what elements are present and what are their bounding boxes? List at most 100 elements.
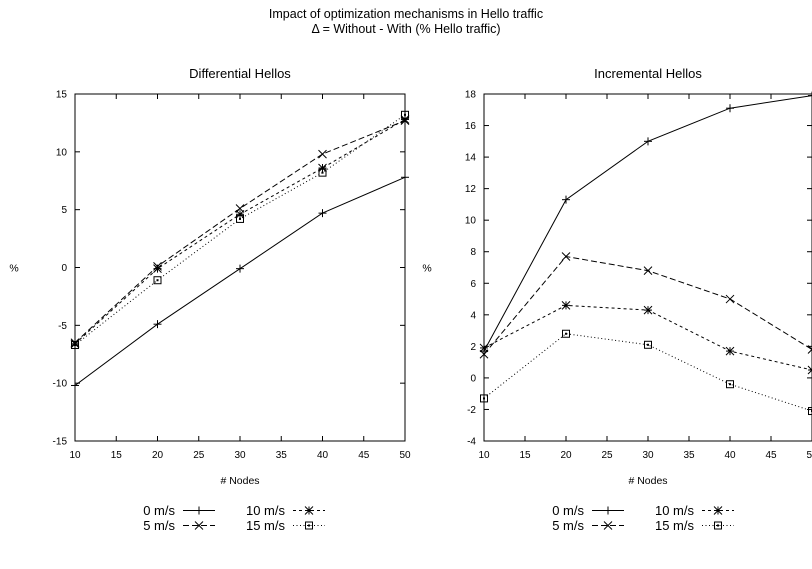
legend-marker xyxy=(195,506,203,515)
x-tick-label: 15 xyxy=(111,450,123,461)
x-tick-label: 45 xyxy=(358,450,370,461)
legend-label: 5 m/s xyxy=(552,518,584,533)
series-line-2 xyxy=(483,304,812,371)
data-point xyxy=(725,294,735,304)
legend-marker xyxy=(603,521,613,530)
legend-label: 10 m/s xyxy=(246,503,286,518)
data-point xyxy=(725,346,735,356)
data-point xyxy=(318,209,327,218)
legend-label: 0 m/s xyxy=(552,503,584,518)
x-tick-label: 35 xyxy=(683,450,695,461)
y-tick-label: 10 xyxy=(465,216,477,227)
data-point xyxy=(808,91,812,100)
x-axis-label: # Nodes xyxy=(628,475,667,487)
data-point xyxy=(235,209,245,219)
data-point xyxy=(561,301,571,310)
data-point xyxy=(480,394,488,403)
legend-label: 10 m/s xyxy=(655,503,695,518)
data-point xyxy=(561,252,571,261)
legend-marker xyxy=(304,506,314,515)
data-point xyxy=(644,340,652,349)
data-point xyxy=(401,110,409,119)
y-axis-label: % xyxy=(9,263,18,275)
series-line-2 xyxy=(74,118,406,345)
y-tick-label: 4 xyxy=(470,310,476,321)
data-point xyxy=(643,266,653,276)
data-point xyxy=(71,340,79,349)
y-tick-label: 0 xyxy=(61,263,67,274)
chart-title: Incremental Hellos xyxy=(594,66,702,81)
y-tick-label: 10 xyxy=(56,147,68,158)
y-tick-label: -15 xyxy=(53,437,68,448)
chart-incremental-hellos: Incremental Hellos101520253035404550-4-2… xyxy=(422,66,812,533)
data-point xyxy=(153,320,162,329)
data-point xyxy=(562,195,570,204)
x-tick-label: 40 xyxy=(724,450,736,461)
legend-label: 15 m/s xyxy=(655,518,695,533)
y-tick-label: -2 xyxy=(467,405,476,416)
legend-marker xyxy=(604,506,612,515)
data-point xyxy=(807,345,812,354)
data-point xyxy=(726,104,734,113)
data-point xyxy=(318,163,327,173)
data-point xyxy=(479,343,489,353)
x-tick-label: 25 xyxy=(193,450,205,461)
x-tick-label: 25 xyxy=(601,450,613,461)
legend-marker xyxy=(305,521,313,530)
x-tick-label: 10 xyxy=(69,450,81,461)
data-point xyxy=(807,365,812,375)
chart-title: Differential Hellos xyxy=(189,66,291,81)
legend-marker xyxy=(714,521,722,530)
legend-marker xyxy=(713,506,723,515)
y-tick-label: -4 xyxy=(467,437,476,448)
data-point xyxy=(318,168,327,177)
x-tick-label: 30 xyxy=(234,450,246,461)
data-point xyxy=(71,381,79,390)
data-point xyxy=(644,137,652,146)
data-point xyxy=(479,349,489,359)
y-tick-label: 5 xyxy=(61,205,67,216)
x-tick-label: 40 xyxy=(317,450,329,461)
legend: 0 m/s5 m/s 10 m/s15 m/s xyxy=(552,503,734,533)
y-tick-label: -10 xyxy=(53,379,68,390)
data-point xyxy=(643,305,653,315)
x-tick-label: 50 xyxy=(399,450,411,461)
series-line-1 xyxy=(74,120,406,344)
legend: 0 m/s5 m/s 10 m/s15 m/s xyxy=(143,503,325,533)
x-tick-label: 20 xyxy=(560,450,572,461)
x-axis-label: # Nodes xyxy=(220,475,259,487)
x-tick-label: 20 xyxy=(152,450,164,461)
y-tick-label: 16 xyxy=(465,121,477,132)
data-point xyxy=(236,214,244,223)
data-point xyxy=(726,380,734,389)
y-tick-label: 6 xyxy=(470,279,476,290)
series-line-3 xyxy=(74,114,406,346)
y-tick-label: 18 xyxy=(465,90,477,101)
x-tick-label: 45 xyxy=(765,450,777,461)
data-point xyxy=(153,264,162,274)
x-tick-label: 10 xyxy=(478,450,490,461)
x-tick-label: 15 xyxy=(519,450,531,461)
x-tick-label: 30 xyxy=(642,450,654,461)
y-axis-label: % xyxy=(422,263,431,275)
data-point xyxy=(401,173,409,182)
data-point xyxy=(562,329,570,338)
x-tick-label: 50 xyxy=(806,450,812,461)
figure-title-line1: Impact of optimization mechanisms in Hel… xyxy=(269,7,543,21)
legend-marker xyxy=(194,521,204,530)
y-tick-label: 0 xyxy=(470,373,476,384)
y-tick-label: 12 xyxy=(465,184,477,195)
data-point xyxy=(236,264,244,273)
figure-title-line2: Δ = Without - With (% Hello traffic) xyxy=(311,22,500,36)
y-tick-label: 2 xyxy=(470,342,476,353)
data-point xyxy=(153,276,162,285)
legend-label: 15 m/s xyxy=(246,518,286,533)
legend-label: 5 m/s xyxy=(143,518,175,533)
data-point xyxy=(318,149,327,159)
y-tick-label: 8 xyxy=(470,247,476,258)
x-tick-label: 35 xyxy=(276,450,288,461)
y-tick-label: 15 xyxy=(56,90,68,101)
y-tick-label: 14 xyxy=(465,153,477,164)
